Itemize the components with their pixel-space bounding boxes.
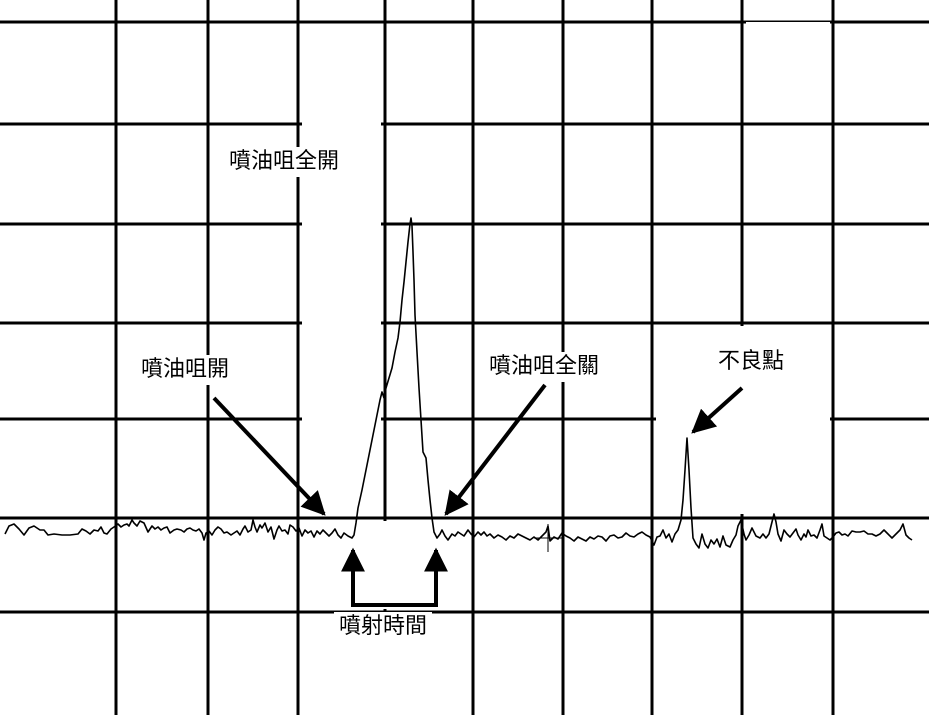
label-injector-full-open: 噴油咀全開 xyxy=(224,147,345,177)
arrow-full-close xyxy=(444,383,547,516)
blank-region xyxy=(302,26,381,514)
waveform-trace xyxy=(4,217,913,549)
label-injector-full-close: 噴油咀全關 xyxy=(484,352,605,382)
annotation-arrows xyxy=(212,383,744,607)
label-injection-duration: 噴射時間 xyxy=(334,612,433,642)
arrow-injector-open xyxy=(212,396,326,516)
bracket-injection-duration xyxy=(351,588,438,607)
label-bad-point: 不良點 xyxy=(713,347,790,377)
arrow-bad-point xyxy=(691,386,744,434)
label-injector-open: 噴油咀開 xyxy=(136,355,235,385)
blank-region xyxy=(746,22,830,120)
crosshair-marker xyxy=(534,524,562,552)
